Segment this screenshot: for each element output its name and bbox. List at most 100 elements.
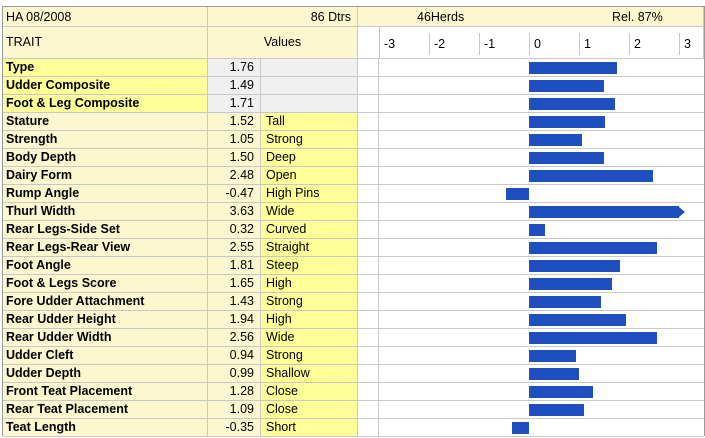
trait-value: 1.28 [208,383,261,401]
bar-foot-angle [529,260,620,272]
trait-name: Body Depth [3,149,208,167]
chart-margin-cell [358,185,379,203]
trait-description: High [261,311,358,329]
trait-description: Curved [261,221,358,239]
trait-name: Rear Udder Width [3,329,208,347]
chart-margin-cell [358,59,379,77]
chart-margin-cell [358,113,379,131]
trait-description: Wide [261,329,358,347]
chart-margin-cell [358,365,379,383]
trait-name: Rear Teat Placement [3,401,208,419]
trait-description: Strong [261,131,358,149]
trait-name: Dairy Form [3,167,208,185]
axis-tick: -2 [429,33,479,55]
header-trait: TRAIT [3,27,208,59]
chart-margin-cell [358,257,379,275]
bar-fore-udder-attachment [529,296,601,308]
chart-margin-cell [358,203,379,221]
header-herds-rel: 46Herds Rel. 87% [358,7,704,27]
trait-description [261,59,358,77]
chart-margin-cell [358,239,379,257]
trait-name: Foot & Legs Score [3,275,208,293]
trait-name: Rear Legs-Rear View [3,239,208,257]
trait-description: Short [261,419,358,437]
axis-tick: 3 [679,33,699,55]
chart-margin-cell [358,167,379,185]
trait-name: Foot & Leg Composite [3,95,208,113]
trait-value: 0.94 [208,347,261,365]
trait-name: Teat Length [3,419,208,437]
trait-description: Close [261,401,358,419]
trait-description: High Pins [261,185,358,203]
trait-description [261,77,358,95]
trait-value: 1.43 [208,293,261,311]
trait-name: Strength [3,131,208,149]
bar-strength [529,134,582,146]
bar-foot-leg-composite [529,98,615,110]
header-reliability: Rel. 87% [612,10,663,24]
chart-margin-cell [358,383,379,401]
chart-margin-cell [358,419,379,437]
chart-margin-cell [358,347,379,365]
trait-name: Type [3,59,208,77]
bar-rear-udder-width [529,332,657,344]
trait-value: 0.32 [208,221,261,239]
trait-name: Stature [3,113,208,131]
trait-value: -0.47 [208,185,261,203]
trait-description [261,95,358,113]
chart-margin-cell [358,77,379,95]
trait-description: Strong [261,293,358,311]
bar-foot-legs-score [529,278,612,290]
chart-row-cell [379,185,704,203]
bar-thurl-width [529,206,679,218]
trait-name: Front Teat Placement [3,383,208,401]
trait-value: 1.94 [208,311,261,329]
header-values: Values [208,27,358,59]
trait-name: Rump Angle [3,185,208,203]
trait-name: Udder Cleft [3,347,208,365]
bar-type [529,62,617,74]
axis-tick: -3 [379,33,429,55]
trait-description: Close [261,383,358,401]
trait-description: Shallow [261,365,358,383]
bar-teat-length [511,422,529,434]
bar-rear-legs-side-set [529,224,545,236]
trait-description: Steep [261,257,358,275]
axis-tick: 2 [629,33,679,55]
bar-udder-depth [529,368,579,380]
trait-description: Open [261,167,358,185]
trait-value: 1.76 [208,59,261,77]
bar-udder-composite [529,80,604,92]
chart-margin-cell [358,221,379,239]
trait-description: Deep [261,149,358,167]
trait-description: Straight [261,239,358,257]
trait-description: Strong [261,347,358,365]
trait-chart-table: HA 08/2008 86 Dtrs 46Herds Rel. 87% TRAI… [2,6,705,437]
trait-name: Rear Legs-Side Set [3,221,208,239]
trait-value: 1.49 [208,77,261,95]
trait-value: 1.05 [208,131,261,149]
bar-stature [529,116,605,128]
trait-value: 2.56 [208,329,261,347]
trait-value: 1.50 [208,149,261,167]
trait-value: -0.35 [208,419,261,437]
trait-value: 2.48 [208,167,261,185]
trait-name: Foot Angle [3,257,208,275]
chart-left-divider [379,27,380,59]
bar-rump-angle [505,188,529,200]
chart-margin-cell [358,95,379,113]
trait-value: 1.09 [208,401,261,419]
chart-row-cell [379,419,704,437]
trait-value: 1.65 [208,275,261,293]
trait-value: 1.71 [208,95,261,113]
chart-margin-cell [358,329,379,347]
axis-tick: 0 [529,33,579,55]
axis-tick: -1 [479,33,529,55]
bar-dairy-form [529,170,653,182]
chart-margin-cell [358,149,379,167]
header-daughters: 86 Dtrs [208,7,358,27]
bar-body-depth [529,152,604,164]
overflow-arrow-icon [679,207,685,217]
trait-name: Rear Udder Height [3,311,208,329]
header-date: HA 08/2008 [3,7,208,27]
